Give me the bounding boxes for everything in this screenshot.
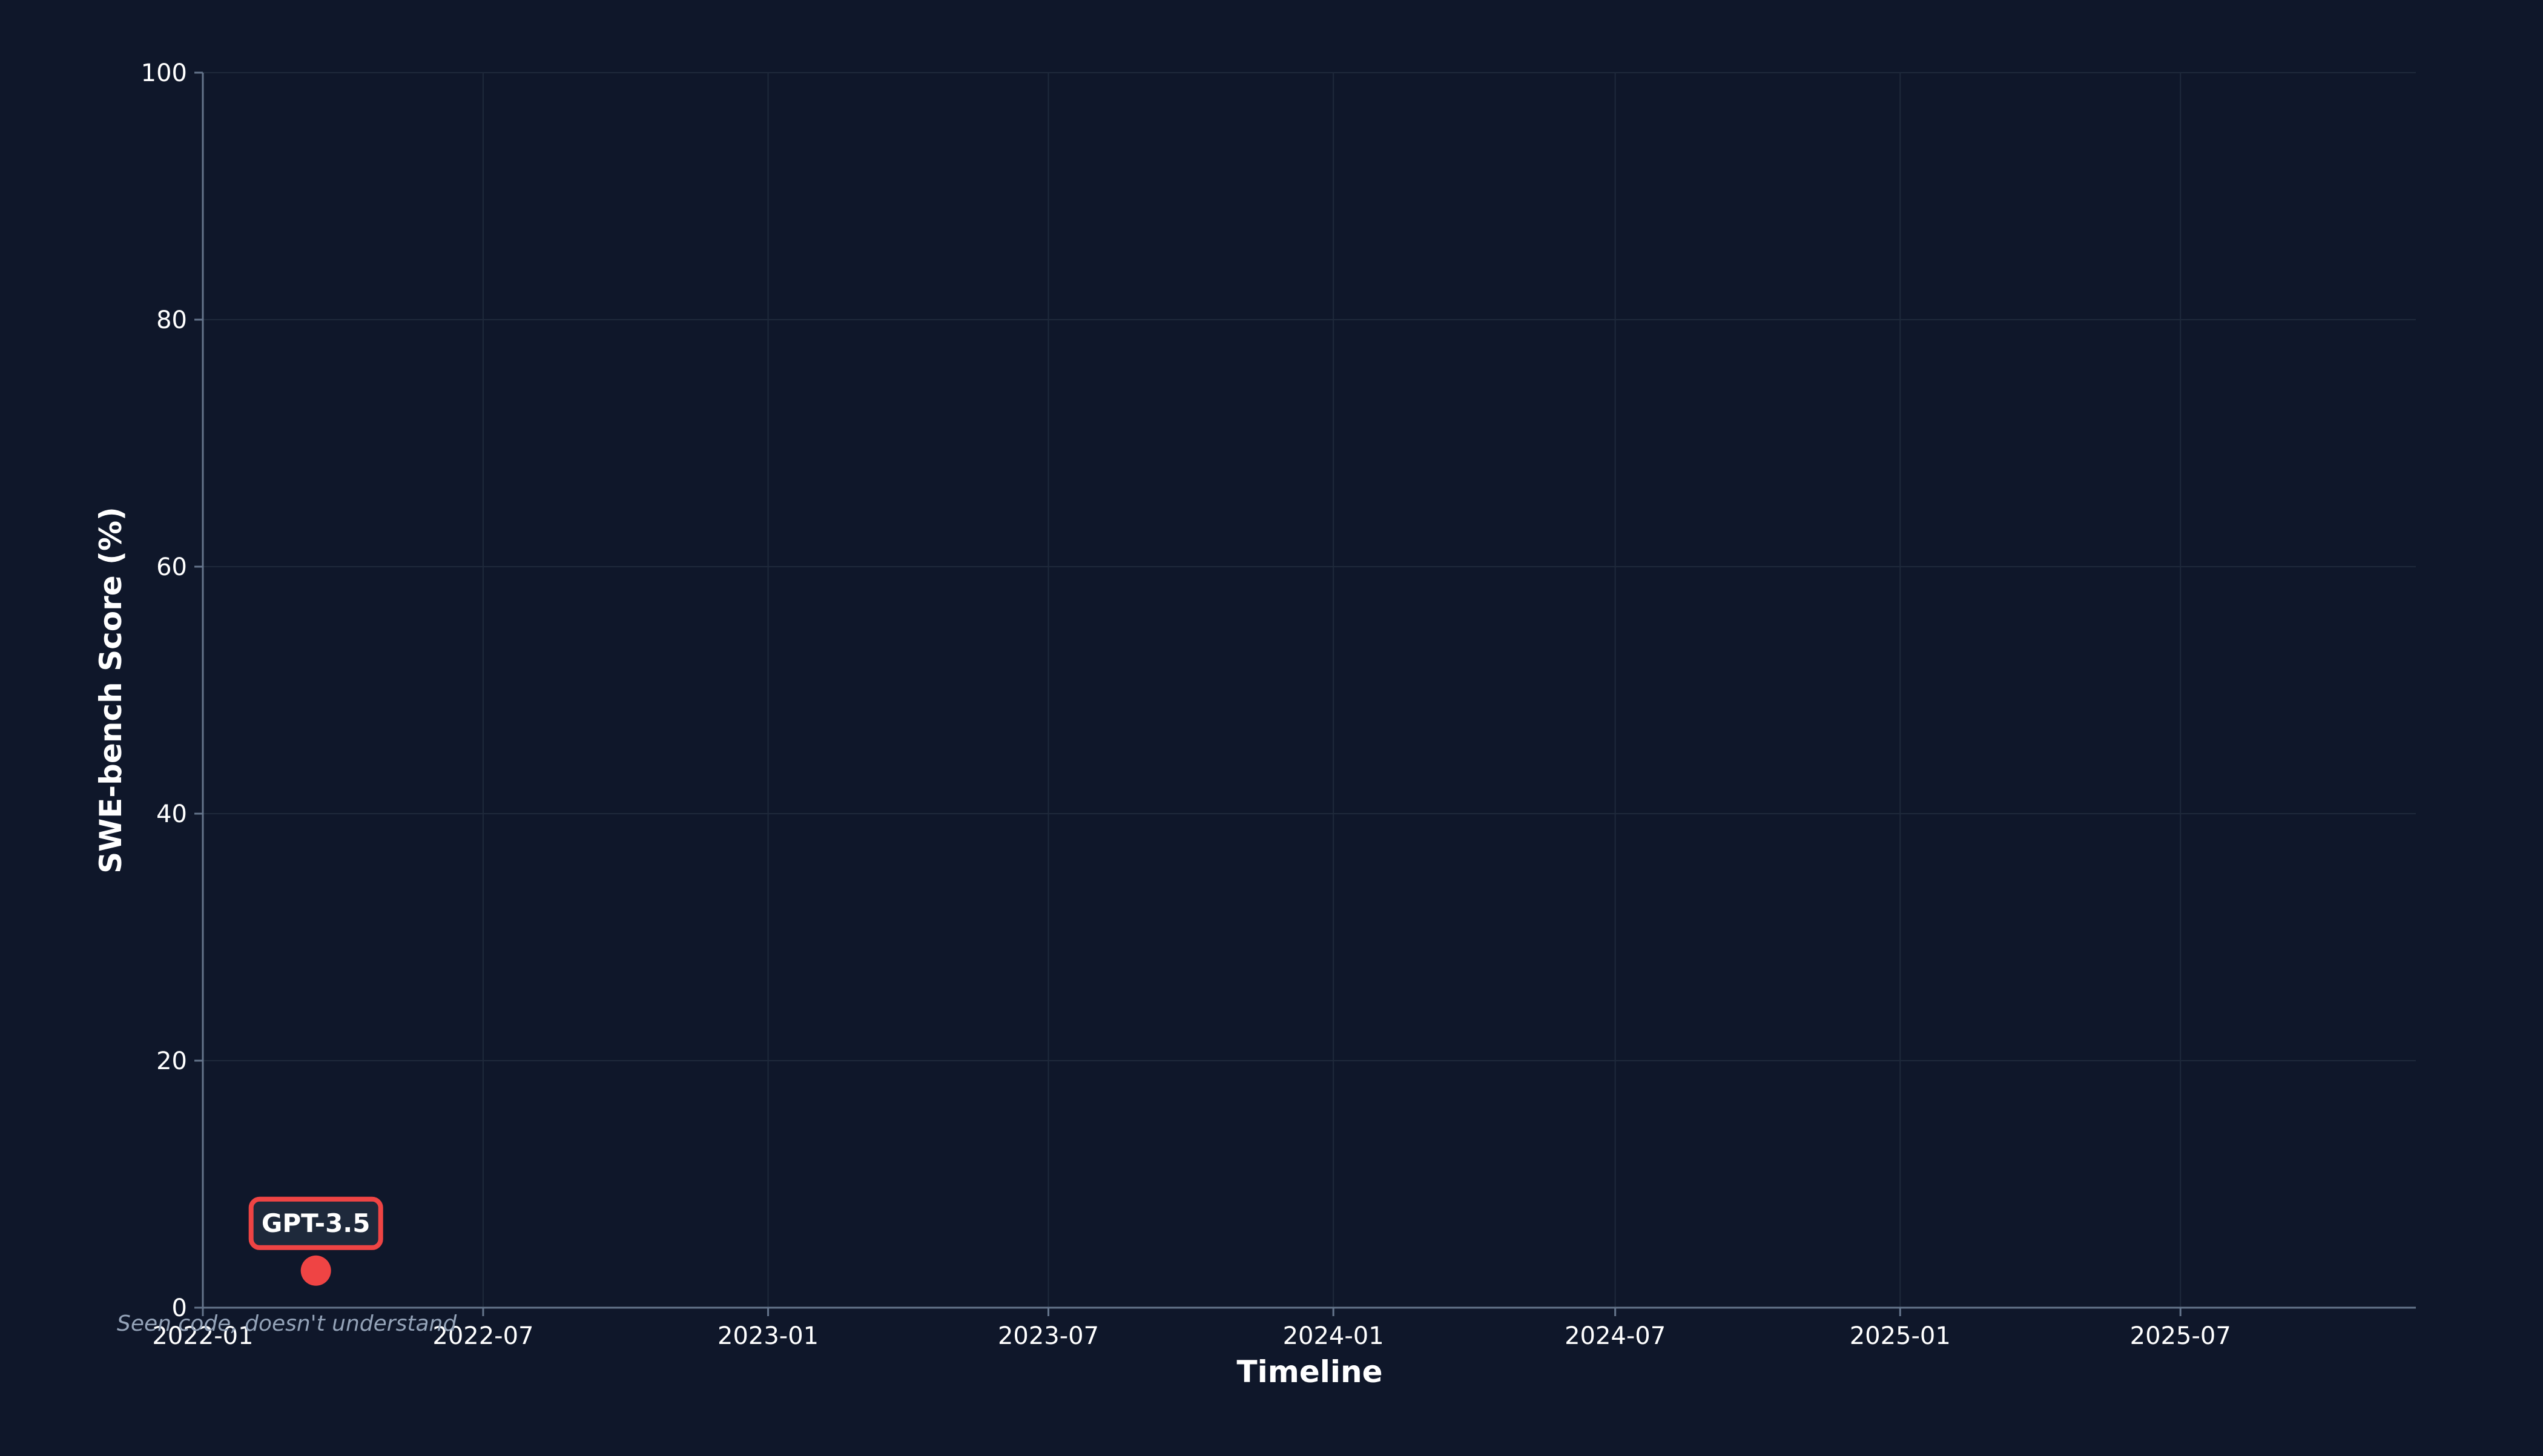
x-tick-label: 2024-07 <box>1565 1322 1666 1350</box>
data-points: GPT-3.5 Seen code, doesn't understand <box>117 1196 457 1336</box>
x-tick-label: 2023-01 <box>717 1322 819 1350</box>
point-label: GPT-3.5 <box>262 1208 371 1238</box>
x-tick-label: 2023-07 <box>998 1322 1099 1350</box>
point-annotation: Seen code, doesn't understand <box>117 1311 457 1336</box>
y-tick-label: 100 <box>141 59 187 87</box>
y-tick-label: 20 <box>156 1047 187 1075</box>
y-tick-label: 40 <box>156 800 187 828</box>
x-axis-title: Timeline <box>1236 1354 1382 1389</box>
x-tick-label: 2025-07 <box>2130 1322 2231 1350</box>
x-tick-label: 2024-01 <box>1283 1322 1384 1350</box>
data-point-marker <box>300 1255 331 1286</box>
y-axis-title: SWE-bench Score (%) <box>93 507 128 874</box>
y-tick-label: 80 <box>156 306 187 334</box>
x-tick-label: 2025-01 <box>1850 1322 1951 1350</box>
x-tick-label: 2022-01 <box>152 1322 253 1350</box>
x-tick-label: 2022-07 <box>432 1322 533 1350</box>
y-tick-label: 0 <box>172 1294 187 1322</box>
tick-marks: 0 20 40 60 80 100 2022-01 2022-07 2023-01 2023-07… <box>141 59 2231 1350</box>
grid-lines <box>202 72 2416 1308</box>
y-tick-label: 60 <box>156 553 187 581</box>
point-label-box <box>248 1196 383 1250</box>
axes <box>202 73 2416 1309</box>
